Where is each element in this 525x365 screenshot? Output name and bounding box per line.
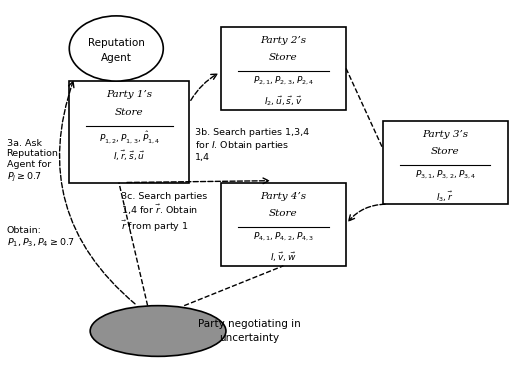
Text: $I, \vec{v}, \vec{w}$: $I, \vec{v}, \vec{w}$ xyxy=(270,251,297,264)
Text: Party 3’s: Party 3’s xyxy=(422,130,468,139)
Text: Store: Store xyxy=(269,53,298,62)
Text: $P_{2,1}, P_{2,3}, P_{2,4}$: $P_{2,1}, P_{2,3}, P_{2,4}$ xyxy=(253,75,314,87)
Ellipse shape xyxy=(90,306,226,356)
FancyBboxPatch shape xyxy=(383,121,508,204)
Text: 3a. Ask
Reputation
Agent for
$P_j \geq 0.7$: 3a. Ask Reputation Agent for $P_j \geq 0… xyxy=(7,139,58,184)
Text: Store: Store xyxy=(431,147,459,156)
Text: 3c. Search parties
1,4 for $\vec{r}$. Obtain
$\vec{r}$ from party 1: 3c. Search parties 1,4 for $\vec{r}$. Ob… xyxy=(121,192,208,234)
FancyBboxPatch shape xyxy=(220,27,346,110)
Text: $I, \vec{r}, \vec{s}, \vec{u}$: $I, \vec{r}, \vec{s}, \vec{u}$ xyxy=(113,149,145,163)
Text: 3b. Search parties 1,3,4
for $I$. Obtain parties
1,4: 3b. Search parties 1,3,4 for $I$. Obtain… xyxy=(195,128,309,162)
Text: Party 2’s: Party 2’s xyxy=(260,36,307,45)
Text: Obtain:
$P_1, P_3, P_4 \geq 0.7$: Obtain: $P_1, P_3, P_4 \geq 0.7$ xyxy=(7,226,74,249)
Text: $I_2, \vec{u}, \vec{s}, \vec{v}$: $I_2, \vec{u}, \vec{s}, \vec{v}$ xyxy=(264,95,303,108)
Text: $P_{1,2}, P_{1,3}, \hat{P}_{1,4}$: $P_{1,2}, P_{1,3}, \hat{P}_{1,4}$ xyxy=(99,129,160,145)
Text: Store: Store xyxy=(269,209,298,218)
FancyBboxPatch shape xyxy=(220,182,346,266)
Text: uncertainty: uncertainty xyxy=(219,333,279,343)
Text: Party 1’s: Party 1’s xyxy=(106,90,152,99)
Text: $P_{3,1}, P_{3,2}, P_{3,4}$: $P_{3,1}, P_{3,2}, P_{3,4}$ xyxy=(415,169,476,181)
Text: $I_3, \vec{r}$: $I_3, \vec{r}$ xyxy=(436,189,454,204)
Text: Party negotiating in: Party negotiating in xyxy=(198,319,301,330)
Ellipse shape xyxy=(69,16,163,81)
FancyBboxPatch shape xyxy=(69,81,190,182)
Text: $P_{4,1}, P_{4,2}, P_{4,3}$: $P_{4,1}, P_{4,2}, P_{4,3}$ xyxy=(253,231,314,243)
Text: Party 4’s: Party 4’s xyxy=(260,192,307,200)
Text: Reputation: Reputation xyxy=(88,38,145,48)
Text: Store: Store xyxy=(115,108,144,116)
Text: Agent: Agent xyxy=(101,53,132,62)
